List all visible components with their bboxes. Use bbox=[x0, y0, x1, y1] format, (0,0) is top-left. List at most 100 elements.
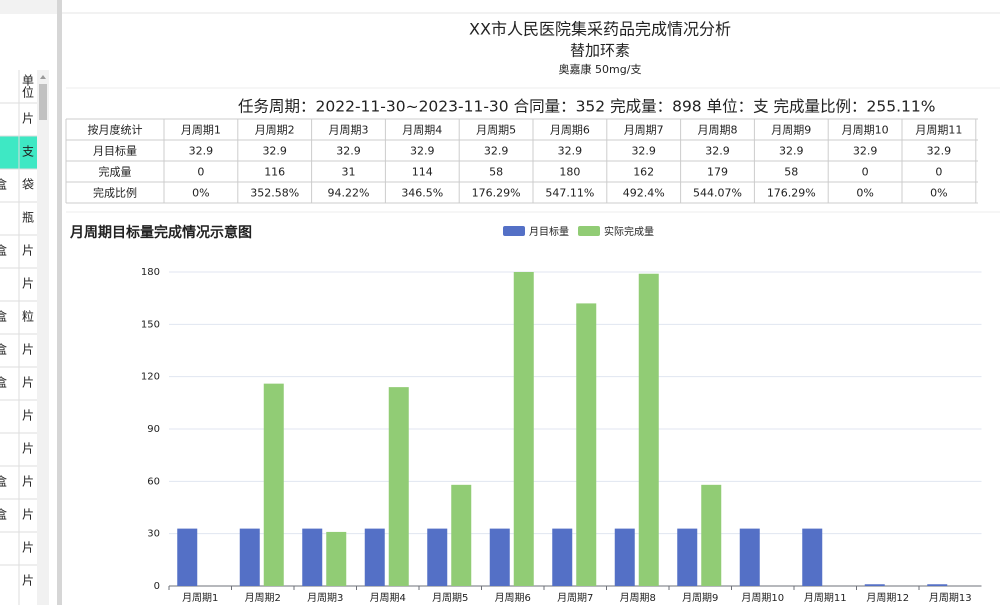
table-cell: 58 bbox=[784, 166, 798, 179]
table-cell: 180 bbox=[559, 166, 580, 179]
table-header-cell: 月周期4 bbox=[402, 124, 442, 137]
y-tick-label: 30 bbox=[147, 529, 160, 540]
x-tick-label: 月周期11 bbox=[804, 592, 847, 604]
bar bbox=[701, 484, 722, 586]
y-tick-label: 150 bbox=[141, 319, 160, 330]
x-tick-label: 月周期10 bbox=[741, 592, 784, 604]
unit-cell: 片 bbox=[22, 244, 34, 258]
table-header-cell: 按月度统计 bbox=[88, 123, 143, 137]
legend-swatch[interactable] bbox=[503, 226, 525, 236]
table-cell: 完成比例 bbox=[93, 186, 137, 200]
unit-cell: 片 bbox=[22, 409, 34, 423]
table-cell: 32.9 bbox=[484, 145, 509, 158]
bar bbox=[677, 528, 698, 586]
table-cell: 32.9 bbox=[927, 145, 952, 158]
unit-cell: 袋 bbox=[22, 178, 34, 192]
scrollbar-thumb[interactable] bbox=[39, 84, 47, 120]
bar bbox=[927, 584, 948, 586]
bar bbox=[177, 528, 198, 586]
y-tick-label: 180 bbox=[141, 267, 160, 278]
table-header-cell: 月周期11 bbox=[915, 124, 962, 137]
table-header-cell: 月周期7 bbox=[624, 124, 664, 137]
unit-cell: 片 bbox=[22, 343, 34, 357]
table-cell: 31 bbox=[342, 166, 356, 179]
table-header-cell: 月周期10 bbox=[842, 124, 889, 137]
unit-cell: 片 bbox=[22, 112, 34, 126]
unit-cell: 粒 bbox=[22, 309, 34, 324]
bar bbox=[614, 528, 635, 586]
table-cell: 114 bbox=[412, 166, 433, 179]
table-header-cell: 月周期5 bbox=[476, 124, 516, 137]
unit-cell: 片 bbox=[22, 376, 34, 390]
legend-label[interactable]: 实际完成量 bbox=[604, 225, 654, 238]
y-tick-label: 120 bbox=[141, 372, 160, 383]
legend-label[interactable]: 月目标量 bbox=[529, 226, 569, 238]
drug-name: 替加环素 bbox=[570, 42, 630, 60]
x-tick-label: 月周期4 bbox=[370, 592, 406, 604]
table-header-cell: 月周期8 bbox=[698, 124, 738, 137]
table-cell: 完成量 bbox=[99, 165, 132, 179]
x-tick-label: 月周期12 bbox=[866, 592, 909, 604]
bar bbox=[451, 484, 472, 586]
bar bbox=[513, 272, 534, 586]
bar bbox=[489, 528, 510, 586]
table-cell: 492.4% bbox=[623, 187, 665, 200]
partial-cell: 盒 bbox=[0, 309, 7, 324]
scrollbar-track[interactable] bbox=[37, 70, 49, 605]
table-cell: 352.58% bbox=[250, 187, 299, 200]
table-cell: 32.9 bbox=[262, 145, 287, 158]
table-cell: 346.5% bbox=[401, 187, 443, 200]
scroll-up-arrow[interactable] bbox=[40, 75, 46, 79]
table-cell: 32.9 bbox=[558, 145, 583, 158]
table-cell: 176.29% bbox=[767, 187, 816, 200]
table-cell: 0 bbox=[935, 166, 942, 179]
unit-cell: 片 bbox=[22, 508, 34, 522]
partial-cell: 盒 bbox=[0, 177, 7, 192]
splitter[interactable] bbox=[57, 0, 62, 605]
unit-cell: 片 bbox=[22, 475, 34, 489]
x-tick-label: 月周期2 bbox=[245, 592, 281, 604]
x-tick-label: 月周期5 bbox=[432, 592, 468, 604]
table-cell: 月目标量 bbox=[93, 144, 137, 158]
unit-cell: 片 bbox=[22, 442, 34, 456]
bar bbox=[864, 584, 885, 586]
table-cell: 0 bbox=[862, 166, 869, 179]
table-cell: 32.9 bbox=[410, 145, 435, 158]
x-tick-label: 月周期9 bbox=[682, 592, 718, 604]
title: XX市人民医院集采药品完成情况分析 bbox=[469, 20, 731, 39]
table-header-cell: 月周期2 bbox=[255, 124, 295, 137]
table-header-cell: 月周期6 bbox=[550, 124, 590, 137]
bar bbox=[638, 273, 659, 586]
table-cell: 0% bbox=[930, 187, 947, 200]
bar bbox=[239, 528, 260, 586]
bar bbox=[427, 528, 448, 586]
partial-cell: 盒 bbox=[0, 375, 7, 390]
bar bbox=[739, 528, 760, 586]
unit-cell: 瓶 bbox=[22, 211, 34, 225]
table-cell: 179 bbox=[707, 166, 728, 179]
summary: 任务周期：2022-11-30~2023-11-30 合同量：352 完成量：8… bbox=[238, 98, 936, 116]
chart-title: 月周期目标量完成情况示意图 bbox=[69, 224, 252, 241]
y-tick-label: 60 bbox=[147, 476, 160, 487]
bar bbox=[802, 528, 823, 586]
unit-cell: 片 bbox=[22, 574, 34, 588]
table-cell: 32.9 bbox=[705, 145, 730, 158]
table-cell: 94.22% bbox=[328, 187, 370, 200]
legend-swatch[interactable] bbox=[578, 226, 600, 236]
y-tick-label: 0 bbox=[154, 581, 160, 592]
partial-cell: 盒 bbox=[0, 507, 7, 522]
table-cell: 547.11% bbox=[545, 187, 594, 200]
bar bbox=[263, 383, 284, 586]
bar bbox=[576, 303, 597, 586]
table-cell: 162 bbox=[633, 166, 654, 179]
table-cell: 0 bbox=[197, 166, 204, 179]
x-tick-label: 月周期1 bbox=[182, 592, 218, 604]
y-tick-label: 90 bbox=[147, 424, 160, 435]
unit-cell: 片 bbox=[22, 277, 34, 291]
sidebar-header: 单位 bbox=[21, 74, 35, 98]
table-cell: 58 bbox=[489, 166, 503, 179]
table-cell: 0% bbox=[192, 187, 209, 200]
x-tick-label: 月周期6 bbox=[495, 592, 531, 604]
